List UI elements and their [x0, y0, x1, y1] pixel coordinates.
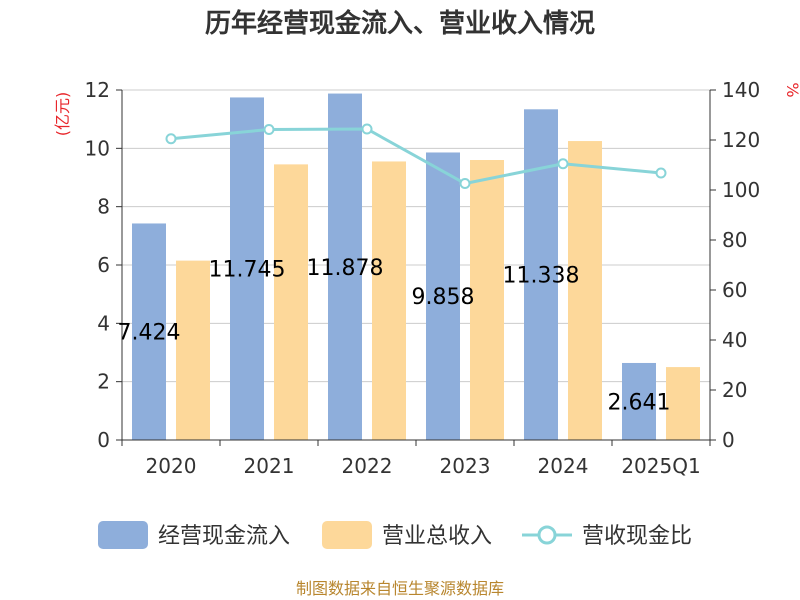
ratio-line-layer	[165, 123, 667, 189]
bar-cash-inflow	[622, 362, 656, 440]
x-axis-tick-label: 2024	[538, 454, 589, 478]
left-axis-tick-label: 8	[97, 195, 110, 219]
left-axis-tick-label: 0	[97, 428, 110, 452]
bar-cash-inflow	[426, 152, 460, 440]
gridlines	[122, 89, 710, 383]
bar-revenue	[568, 141, 602, 440]
bars	[132, 93, 700, 441]
right-axis-unit: %	[783, 82, 800, 97]
x-axis-tick-label: 2020	[146, 454, 197, 478]
x-axis-tick-label: 2021	[244, 454, 295, 478]
ratio-point	[263, 124, 275, 135]
bar-revenue	[666, 367, 700, 440]
ratio-point	[165, 133, 177, 145]
x-axis-tick-label: 2025Q1	[621, 454, 700, 478]
right-axis-tick-label: 60	[722, 278, 747, 302]
left-axis-tick-label: 4	[97, 311, 110, 335]
ratio-point	[361, 123, 373, 135]
legend-label-ratio: 营收现金比	[582, 524, 692, 549]
right-axis-tick-label: 80	[722, 228, 747, 252]
bar-cash-inflow	[328, 93, 362, 440]
right-axis-tick-label: 20	[722, 378, 747, 402]
cash-inflow-data-label: 11.878	[307, 256, 384, 281]
chart-title: 历年经营现金流入、营业收入情况	[205, 8, 595, 39]
bar-revenue	[176, 260, 210, 440]
right-axis-tick-label: 40	[722, 328, 747, 352]
bar-cash-inflow	[230, 97, 264, 440]
source-note: 制图数据来自恒生聚源数据库	[296, 579, 504, 598]
cash-inflow-data-label: 2.641	[608, 390, 671, 415]
ratio-line	[170, 127, 662, 186]
legend-label-cash-inflow: 经营现金流入	[158, 524, 290, 549]
left-axis-tick-label: 10	[85, 136, 110, 160]
ratio-point	[459, 178, 471, 189]
legend-swatch-cash-inflow	[98, 521, 148, 549]
legend-label-revenue: 营业总收入	[382, 524, 492, 549]
left-axis-unit: (亿元)	[53, 92, 72, 137]
ratio-point	[655, 167, 667, 179]
legend: 经营现金流入 营业总收入 营收现金比	[98, 521, 692, 549]
legend-swatch-revenue	[322, 521, 372, 549]
left-axis-tick-label: 2	[97, 370, 110, 394]
bar-revenue	[372, 161, 406, 441]
left-axis-tick-label: 12	[85, 78, 110, 102]
data-labels: 7.424 11.745 11.878 9.858 11.338 2.641	[118, 256, 671, 416]
right-axis-tick-label: 140	[722, 78, 760, 102]
legend-marker-ratio	[537, 525, 557, 545]
bar-revenue	[274, 164, 308, 440]
right-axis-tick-label: 120	[722, 128, 760, 152]
left-axis-tick-label: 6	[97, 253, 110, 277]
cash-inflow-data-label: 7.424	[118, 321, 181, 346]
ratio-point	[557, 158, 569, 170]
cash-inflow-data-label: 11.338	[503, 264, 580, 289]
right-axis-tick-label: 100	[722, 178, 760, 202]
cash-inflow-data-label: 11.745	[209, 258, 286, 283]
bar-cash-inflow	[132, 223, 166, 440]
right-axis-tick-label: 0	[722, 428, 735, 452]
bar-revenue	[470, 160, 504, 440]
x-axis-tick-label: 2022	[342, 454, 393, 478]
cash-inflow-data-label: 9.858	[412, 285, 475, 310]
x-axis-tick-label: 2023	[440, 454, 491, 478]
